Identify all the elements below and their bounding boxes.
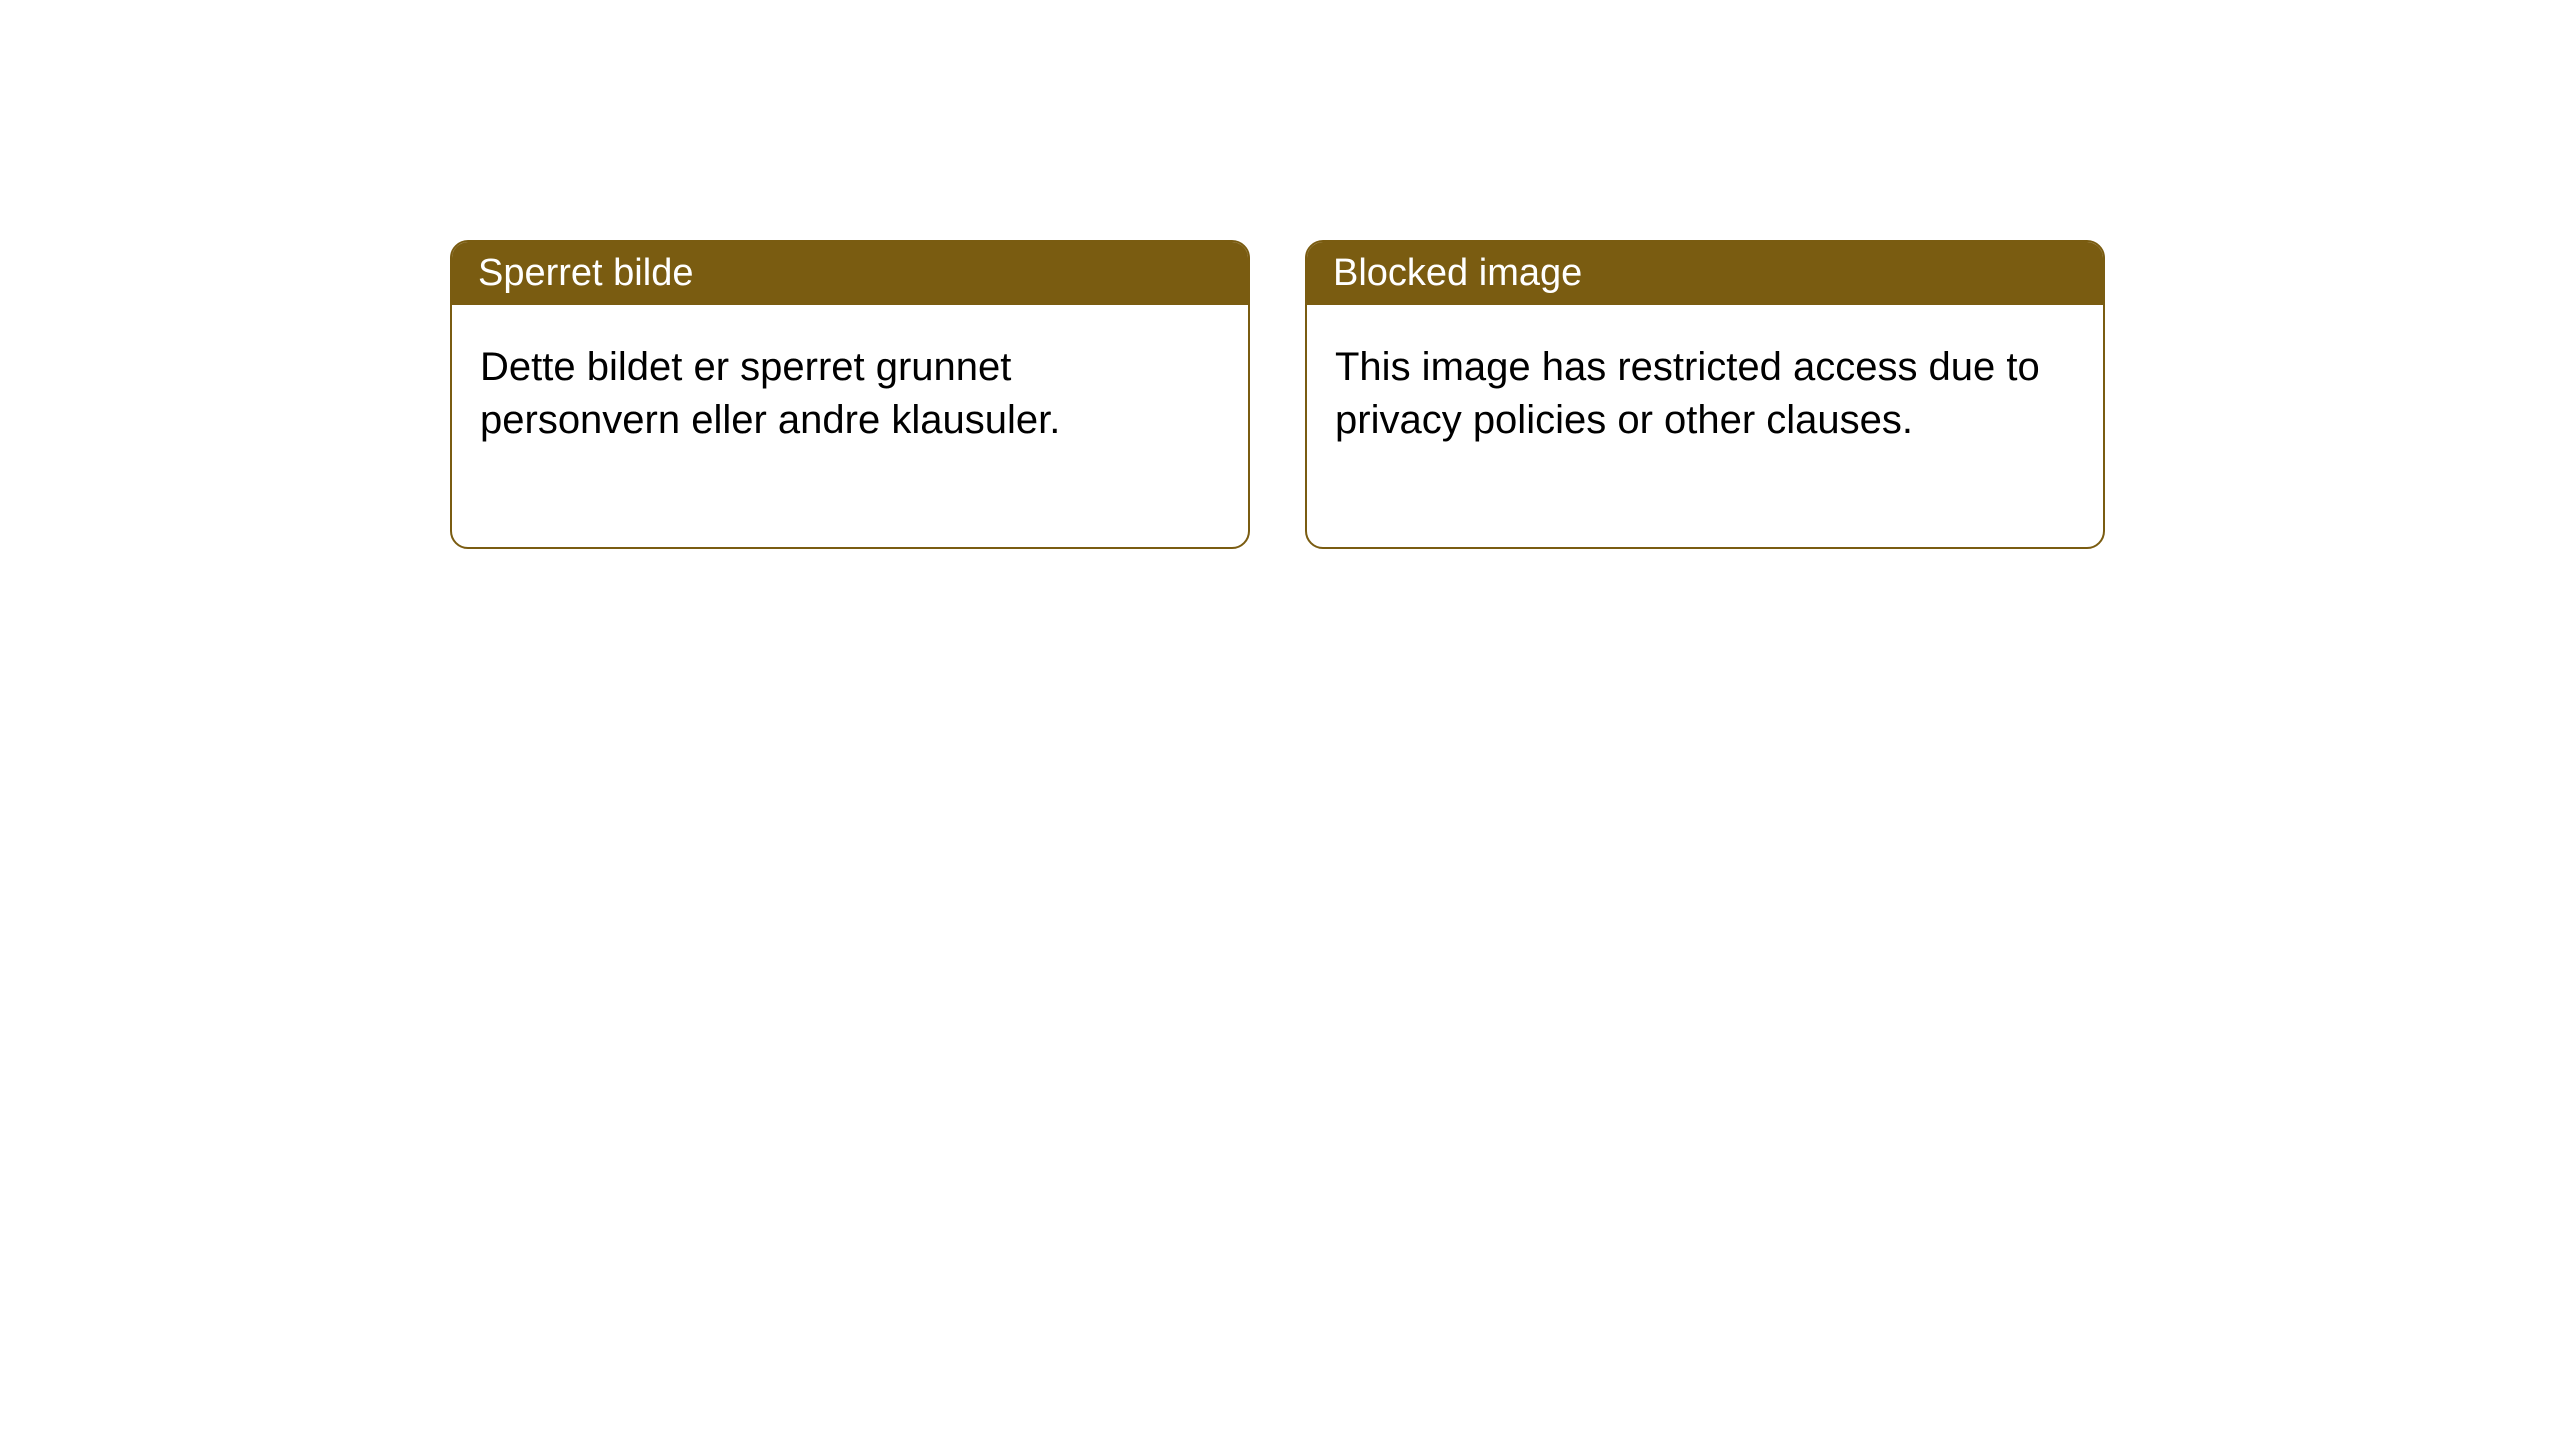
notice-card-title: Blocked image xyxy=(1307,242,2103,305)
notice-container: Sperret bilde Dette bildet er sperret gr… xyxy=(450,240,2105,549)
notice-card-body: This image has restricted access due to … xyxy=(1307,305,2103,547)
notice-card-english: Blocked image This image has restricted … xyxy=(1305,240,2105,549)
notice-card-body: Dette bildet er sperret grunnet personve… xyxy=(452,305,1248,547)
notice-card-title: Sperret bilde xyxy=(452,242,1248,305)
notice-card-norwegian: Sperret bilde Dette bildet er sperret gr… xyxy=(450,240,1250,549)
